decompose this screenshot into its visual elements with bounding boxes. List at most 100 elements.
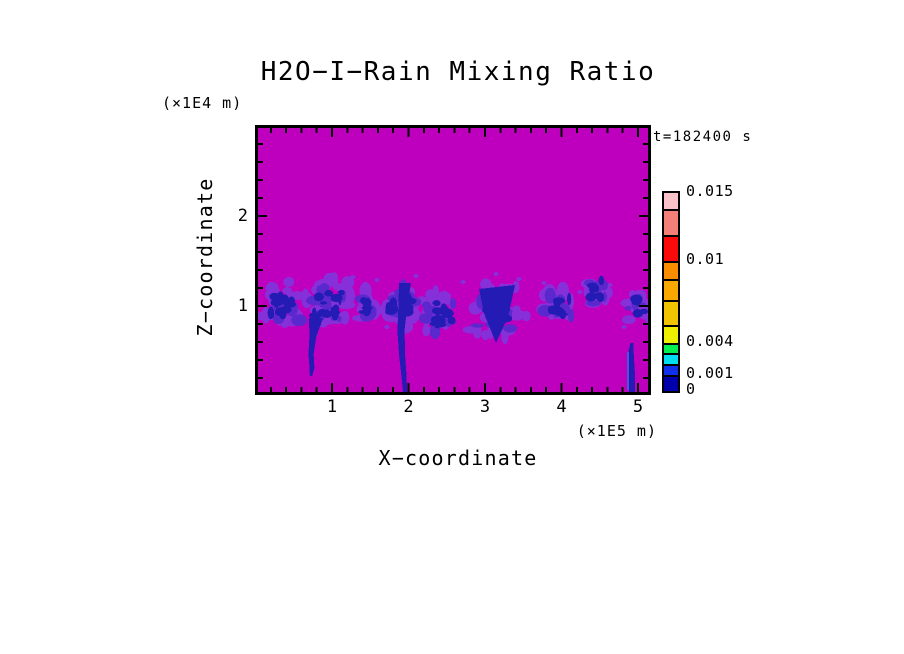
speckle-10 <box>493 272 499 276</box>
colorbar-segment-7 <box>664 343 678 353</box>
cell-j-fringe <box>645 316 648 326</box>
cell-g-fringe <box>472 323 482 339</box>
x-tick-label-4: 4 <box>556 397 567 417</box>
cell-h-core <box>567 292 572 306</box>
cell-a-core <box>279 306 287 320</box>
cell-a-core <box>283 301 288 307</box>
cell-h-mid <box>544 287 556 304</box>
timestamp-label: t=182400 s <box>653 129 753 145</box>
plot-title: H2O−I−Rain Mixing Ratio <box>260 57 656 87</box>
cell-a-core <box>267 306 275 320</box>
cell-b-core <box>331 309 339 321</box>
cell-j-fringe <box>621 315 636 325</box>
cell-c-core <box>361 297 372 307</box>
x-axis-unit-label: (×1E5 m) <box>576 422 657 440</box>
cell-b-fringe <box>340 310 350 325</box>
z-axis-unit-label: (×1E4 m) <box>162 94 243 112</box>
z-tick-label-2: 2 <box>237 206 248 226</box>
colorbar-segment-10 <box>664 375 678 391</box>
cell-g-core <box>491 288 502 298</box>
cell-f-fringe <box>422 324 431 337</box>
colorbar-segment-8 <box>664 353 678 365</box>
cell-f-fringe <box>432 285 440 302</box>
cell-b-fringe <box>318 278 333 284</box>
speckle-11 <box>541 281 547 285</box>
cell-i-core <box>589 285 596 294</box>
x-axis-label: X−coordinate <box>378 446 538 470</box>
cell-b-core <box>338 289 345 296</box>
cell-f-mid <box>421 301 432 310</box>
heatmap-plot-area <box>255 125 651 395</box>
cell-b-fringe <box>330 272 339 289</box>
cell-h-mid <box>567 308 575 323</box>
colorbar-segment-1 <box>664 209 678 235</box>
cell-g-mid <box>503 324 518 333</box>
cell-j-core <box>630 294 643 304</box>
downdraft-x0.7 <box>308 318 323 376</box>
colorbar-segment-0 <box>664 193 678 209</box>
cell-g-mid <box>470 323 485 328</box>
cell-d-core <box>385 302 390 315</box>
cell-i-core <box>596 292 605 303</box>
cell-h-fringe <box>556 281 569 299</box>
cell-f-mid <box>418 313 435 324</box>
cell-g-fringe <box>481 329 490 341</box>
cell-a-core <box>269 292 280 301</box>
colorbar-segment-6 <box>664 325 678 344</box>
cell-b-core <box>311 307 317 321</box>
heatmap-svg <box>258 128 648 392</box>
cell-d-core <box>389 297 397 309</box>
colorbar-segment-9 <box>664 364 678 375</box>
colorbar-segment-3 <box>664 260 678 279</box>
x-tick-label-2: 2 <box>403 397 414 417</box>
cell-f-mid <box>449 298 457 310</box>
cell-i-mid <box>585 300 601 307</box>
cell-b-core <box>320 301 328 305</box>
cell-h-core <box>553 300 561 307</box>
cell-i-core <box>598 275 605 286</box>
cell-g-fringe <box>508 309 525 321</box>
cell-a-fringe <box>283 276 295 288</box>
colorbar-segment-4 <box>664 278 678 300</box>
speckle-6 <box>607 283 613 287</box>
speckle-8 <box>384 325 390 329</box>
colorbar-label-0.01: 0.01 <box>686 250 725 268</box>
z-axis-label: Z−coordinate <box>193 177 217 337</box>
heatmap-background <box>258 128 648 392</box>
cell-j-mid <box>624 305 632 311</box>
cell-b-core <box>324 290 334 297</box>
cell-f-fringe <box>436 291 452 301</box>
colorbar-label-0.001: 0.001 <box>686 364 734 382</box>
x-tick-label-5: 5 <box>632 397 644 417</box>
speckle-5 <box>577 290 583 294</box>
colorbar-label-0: 0 <box>686 380 696 398</box>
cell-g-core <box>484 304 494 313</box>
downdraft-x1.9 <box>397 283 411 392</box>
cell-b-core <box>325 309 330 318</box>
cell-a-mid <box>291 314 308 327</box>
speckle-3 <box>460 280 466 284</box>
x-tick-label-3: 3 <box>479 397 491 417</box>
cell-g-core <box>503 305 510 314</box>
colorbar-segment-5 <box>664 299 678 325</box>
colorbar-label-0.015: 0.015 <box>686 182 734 200</box>
speckle-0 <box>350 275 356 279</box>
cell-j-core <box>639 308 648 315</box>
cell-f-core <box>432 300 441 307</box>
cell-b-fringe <box>319 321 328 328</box>
speckle-2 <box>413 274 419 278</box>
x-tick-label-1: 1 <box>326 397 338 417</box>
cell-h-core <box>547 305 557 315</box>
z-tick-label-1: 1 <box>237 296 248 316</box>
cell-a-fringe <box>284 287 293 296</box>
speckle-1 <box>374 278 380 282</box>
cell-i-core <box>585 292 596 302</box>
cell-b-core <box>313 292 324 302</box>
colorbar <box>662 191 680 393</box>
speckle-7 <box>621 325 627 329</box>
cell-f-core <box>429 321 439 326</box>
cell-g-core <box>499 315 511 323</box>
downdraft-x4.9 <box>627 343 635 392</box>
cell-a-core <box>270 298 284 307</box>
